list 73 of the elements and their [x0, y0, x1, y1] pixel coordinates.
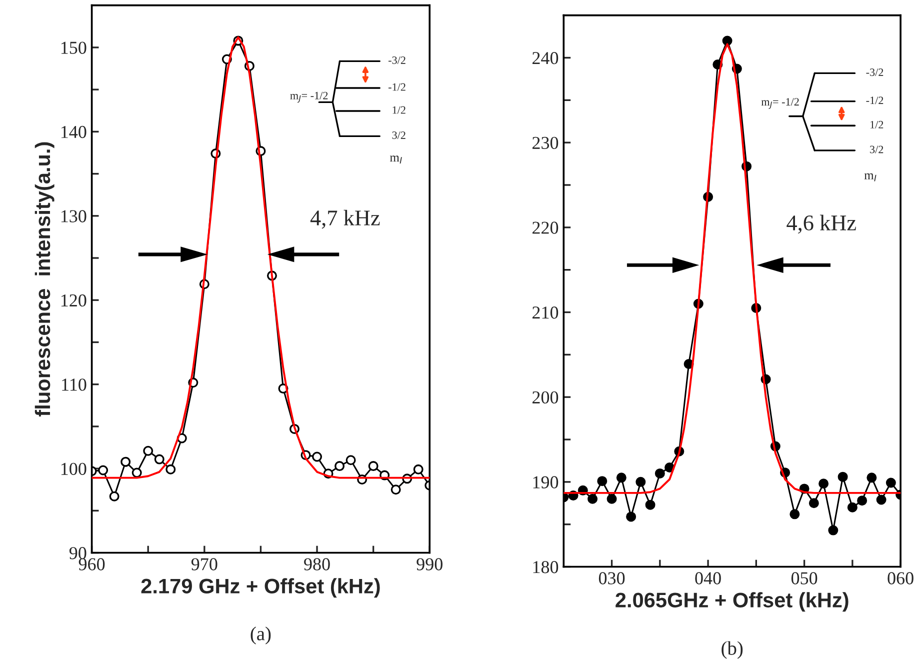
y-tick-label: 240 [532, 52, 558, 64]
point [847, 502, 858, 512]
point [886, 478, 896, 488]
point [143, 446, 154, 456]
point [808, 498, 819, 508]
point [597, 476, 608, 486]
x-tick-label: 050 [791, 572, 818, 584]
point [606, 494, 617, 504]
y-tick-label: 230 [532, 136, 558, 150]
point [588, 494, 598, 504]
x-tick-label: 060 [888, 572, 914, 584]
annotation: -1/2 [866, 96, 884, 104]
y-tick-label: 100 [61, 462, 86, 475]
annotation: 1/2 [870, 120, 884, 128]
y-axis-title: fluorescence intensity(a.u.) [34, 142, 54, 416]
point [109, 491, 120, 502]
point [636, 476, 646, 487]
point [645, 500, 656, 510]
x-tick-label: 990 [416, 558, 442, 570]
y-tick-label: 130 [61, 210, 86, 222]
annotation: -3/2 [388, 56, 406, 64]
y-tick-label: 200 [532, 391, 558, 404]
annotation: m$_{I}$ [864, 173, 876, 182]
point [413, 464, 424, 474]
point [166, 464, 176, 474]
x-tick-label: 970 [191, 558, 218, 570]
annotation: 1/2 [392, 106, 406, 114]
point [368, 461, 378, 472]
x-tick-label: 980 [304, 558, 330, 570]
point [722, 36, 732, 46]
point [334, 461, 345, 472]
annotation: m$_{J}$= -1/2 [761, 98, 799, 109]
point [132, 468, 142, 478]
point [790, 509, 800, 520]
annotation: m$_{I}$ [390, 156, 402, 164]
point [626, 512, 636, 522]
point [828, 525, 838, 536]
point [818, 478, 829, 489]
point [838, 472, 848, 482]
point [866, 472, 877, 483]
point [120, 456, 131, 467]
point [312, 452, 322, 462]
x-tick-label: 030 [598, 572, 625, 584]
annotation: 4,7 kHz [310, 210, 380, 229]
y-tick-label: 180 [533, 561, 558, 574]
point [346, 455, 356, 466]
y-tick-label: 120 [61, 294, 86, 307]
y-tick-label: 90 [69, 547, 86, 560]
x-tick-label: 960 [78, 558, 105, 570]
y-tick-label: 140 [61, 126, 86, 138]
annotation: -1/2 [388, 83, 406, 91]
y-tick-label: 190 [533, 476, 558, 488]
y-tick-label: 220 [532, 222, 558, 234]
y-tick-label: 150 [61, 42, 86, 54]
x-axis-title: 2.179 GHz + Offset (kHz) [141, 578, 380, 598]
annotation: -3/2 [866, 68, 884, 76]
point [857, 496, 868, 506]
annotation: 4,6 kHz [786, 214, 856, 234]
point [390, 484, 401, 495]
x-axis-title: 2.065GHz + Offset (kHz) [616, 592, 848, 612]
point [876, 494, 886, 505]
annotation: m$_{J}$= -1/2 [290, 92, 328, 103]
point [616, 472, 626, 483]
y-tick-label: 110 [62, 378, 86, 391]
y-tick-label: 210 [532, 306, 558, 319]
point [654, 468, 665, 478]
point [98, 465, 108, 476]
text: (b) [722, 641, 743, 659]
annotation: 3/2 [392, 131, 406, 139]
x-tick-label: 040 [695, 572, 721, 584]
point [154, 454, 164, 464]
text: (a) [250, 626, 271, 644]
annotation: 3/2 [870, 146, 884, 154]
